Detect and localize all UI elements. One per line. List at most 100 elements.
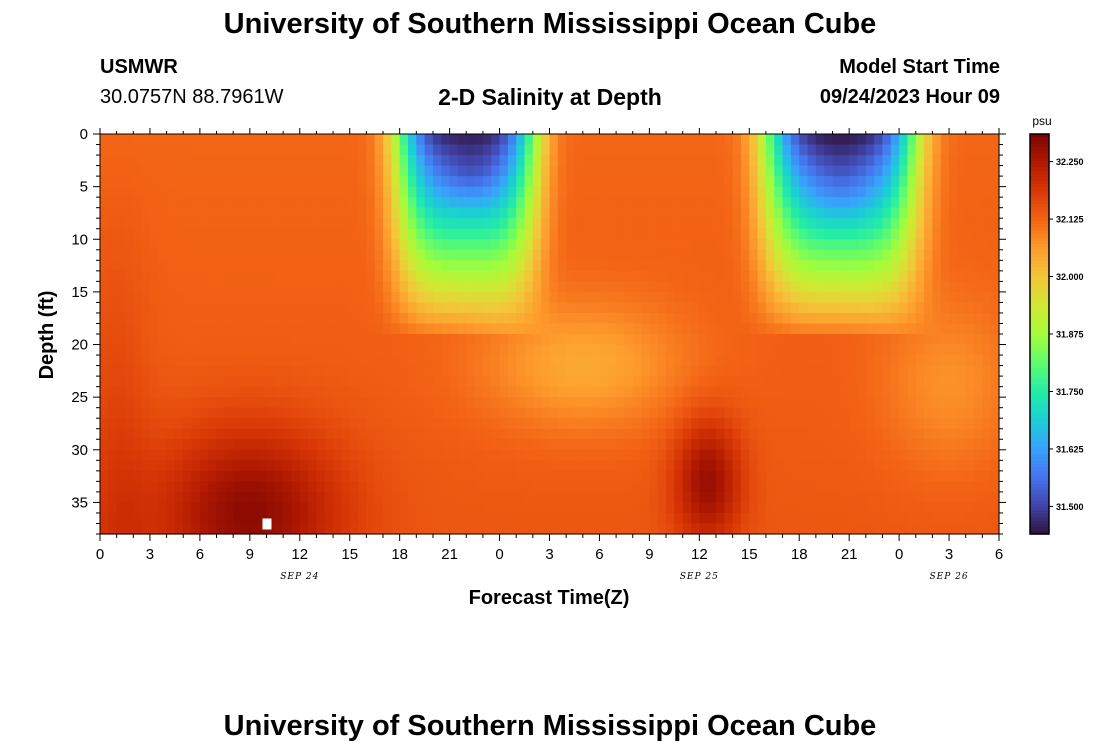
heat-cell: [774, 249, 784, 261]
heat-cell: [849, 376, 859, 388]
heat-cell: [532, 376, 542, 388]
heat-cell: [141, 428, 151, 440]
heat-cell: [233, 407, 243, 419]
heat-cell: [915, 365, 925, 377]
heat-cell: [957, 302, 967, 314]
heat-cell: [116, 260, 126, 272]
heat-cell: [466, 407, 476, 419]
y-tick-label: 10: [71, 231, 88, 248]
heat-cell: [108, 134, 118, 146]
heat-cell: [366, 302, 376, 314]
heat-cell: [982, 144, 992, 156]
heat-cell: [524, 439, 534, 451]
heat-cell: [133, 439, 143, 451]
heat-cell: [774, 386, 784, 398]
heat-cell: [191, 481, 201, 493]
heat-cell: [491, 460, 501, 472]
heat-cell: [624, 323, 634, 335]
heat-cell: [416, 176, 426, 188]
heat-cell: [341, 376, 351, 388]
heat-cell: [899, 281, 909, 293]
heat-cell: [749, 439, 759, 451]
heat-cell: [432, 449, 442, 461]
heat-cell: [341, 197, 351, 209]
heat-cell: [383, 407, 392, 419]
y-axis-label: Depth (ft): [36, 291, 58, 380]
heat-cell: [391, 144, 401, 156]
colorbar-segment: [1030, 527, 1049, 532]
heat-cell: [199, 197, 209, 209]
heat-cell: [674, 323, 684, 335]
heat-cell: [432, 218, 442, 230]
heat-cell: [591, 260, 601, 272]
heat-cell: [807, 355, 817, 367]
colorbar-segment: [1030, 237, 1049, 242]
colorbar-segment: [1030, 484, 1049, 488]
heat-cell: [466, 491, 476, 504]
heat-cell: [732, 376, 742, 388]
heat-cell: [158, 323, 168, 335]
heat-cell: [116, 491, 126, 504]
heat-cell: [857, 407, 867, 419]
heat-cell: [499, 439, 509, 451]
heat-cell: [582, 470, 592, 482]
heat-cell: [341, 491, 351, 504]
heat-cell: [840, 197, 850, 209]
heat-cell: [557, 355, 567, 367]
heat-cell: [774, 397, 784, 409]
heat-cell: [840, 281, 850, 293]
heat-cell: [416, 218, 426, 230]
heat-cell: [424, 397, 434, 409]
heat-cell: [241, 291, 251, 304]
heat-cell: [691, 134, 700, 146]
heat-cell: [532, 407, 542, 419]
heat-cell: [407, 165, 417, 177]
colorbar-segment: [1030, 380, 1049, 385]
heat-cell: [566, 512, 576, 525]
heat-cell: [507, 523, 517, 535]
heat-cell: [532, 218, 542, 230]
heat-cell: [183, 165, 193, 177]
heat-cell: [932, 523, 942, 535]
heat-cell: [524, 260, 534, 272]
heat-cell: [133, 239, 143, 251]
heat-cell: [782, 207, 792, 219]
colorbar-segment: [1030, 504, 1049, 508]
heat-cell: [174, 407, 184, 419]
heat-cell: [882, 428, 892, 440]
heat-cell: [133, 144, 143, 156]
heat-cell: [158, 249, 168, 261]
heat-cell: [765, 270, 775, 282]
heat-cell: [907, 365, 917, 377]
heat-cell: [915, 218, 925, 230]
heat-cell: [291, 481, 301, 493]
heat-cell: [940, 418, 950, 430]
heat-cell: [333, 418, 342, 430]
x-tick-label: 0: [96, 546, 104, 563]
heat-cell: [258, 228, 268, 240]
heat-cell: [100, 197, 109, 209]
heat-cell: [649, 186, 659, 198]
heat-cell: [149, 155, 159, 167]
heat-cell: [233, 481, 243, 493]
heat-cell: [890, 260, 900, 272]
heat-cell: [474, 460, 484, 472]
heat-cell: [432, 291, 442, 304]
heat-cell: [524, 407, 534, 419]
colorbar-segment: [1030, 137, 1049, 142]
heat-cell: [657, 165, 667, 177]
heat-cell: [441, 428, 451, 440]
heat-cell: [416, 365, 426, 377]
heat-cell: [507, 481, 517, 493]
heat-cell: [349, 270, 359, 282]
heat-cell: [757, 512, 767, 525]
heat-cell: [474, 355, 484, 367]
colorbar-segment: [1030, 244, 1049, 248]
heat-cell: [840, 186, 850, 198]
heat-cell: [715, 481, 725, 493]
heat-cell: [857, 323, 867, 335]
heat-cell: [299, 355, 309, 367]
heat-cell: [449, 365, 459, 377]
heat-cell: [907, 512, 917, 525]
heat-cell: [183, 186, 193, 198]
